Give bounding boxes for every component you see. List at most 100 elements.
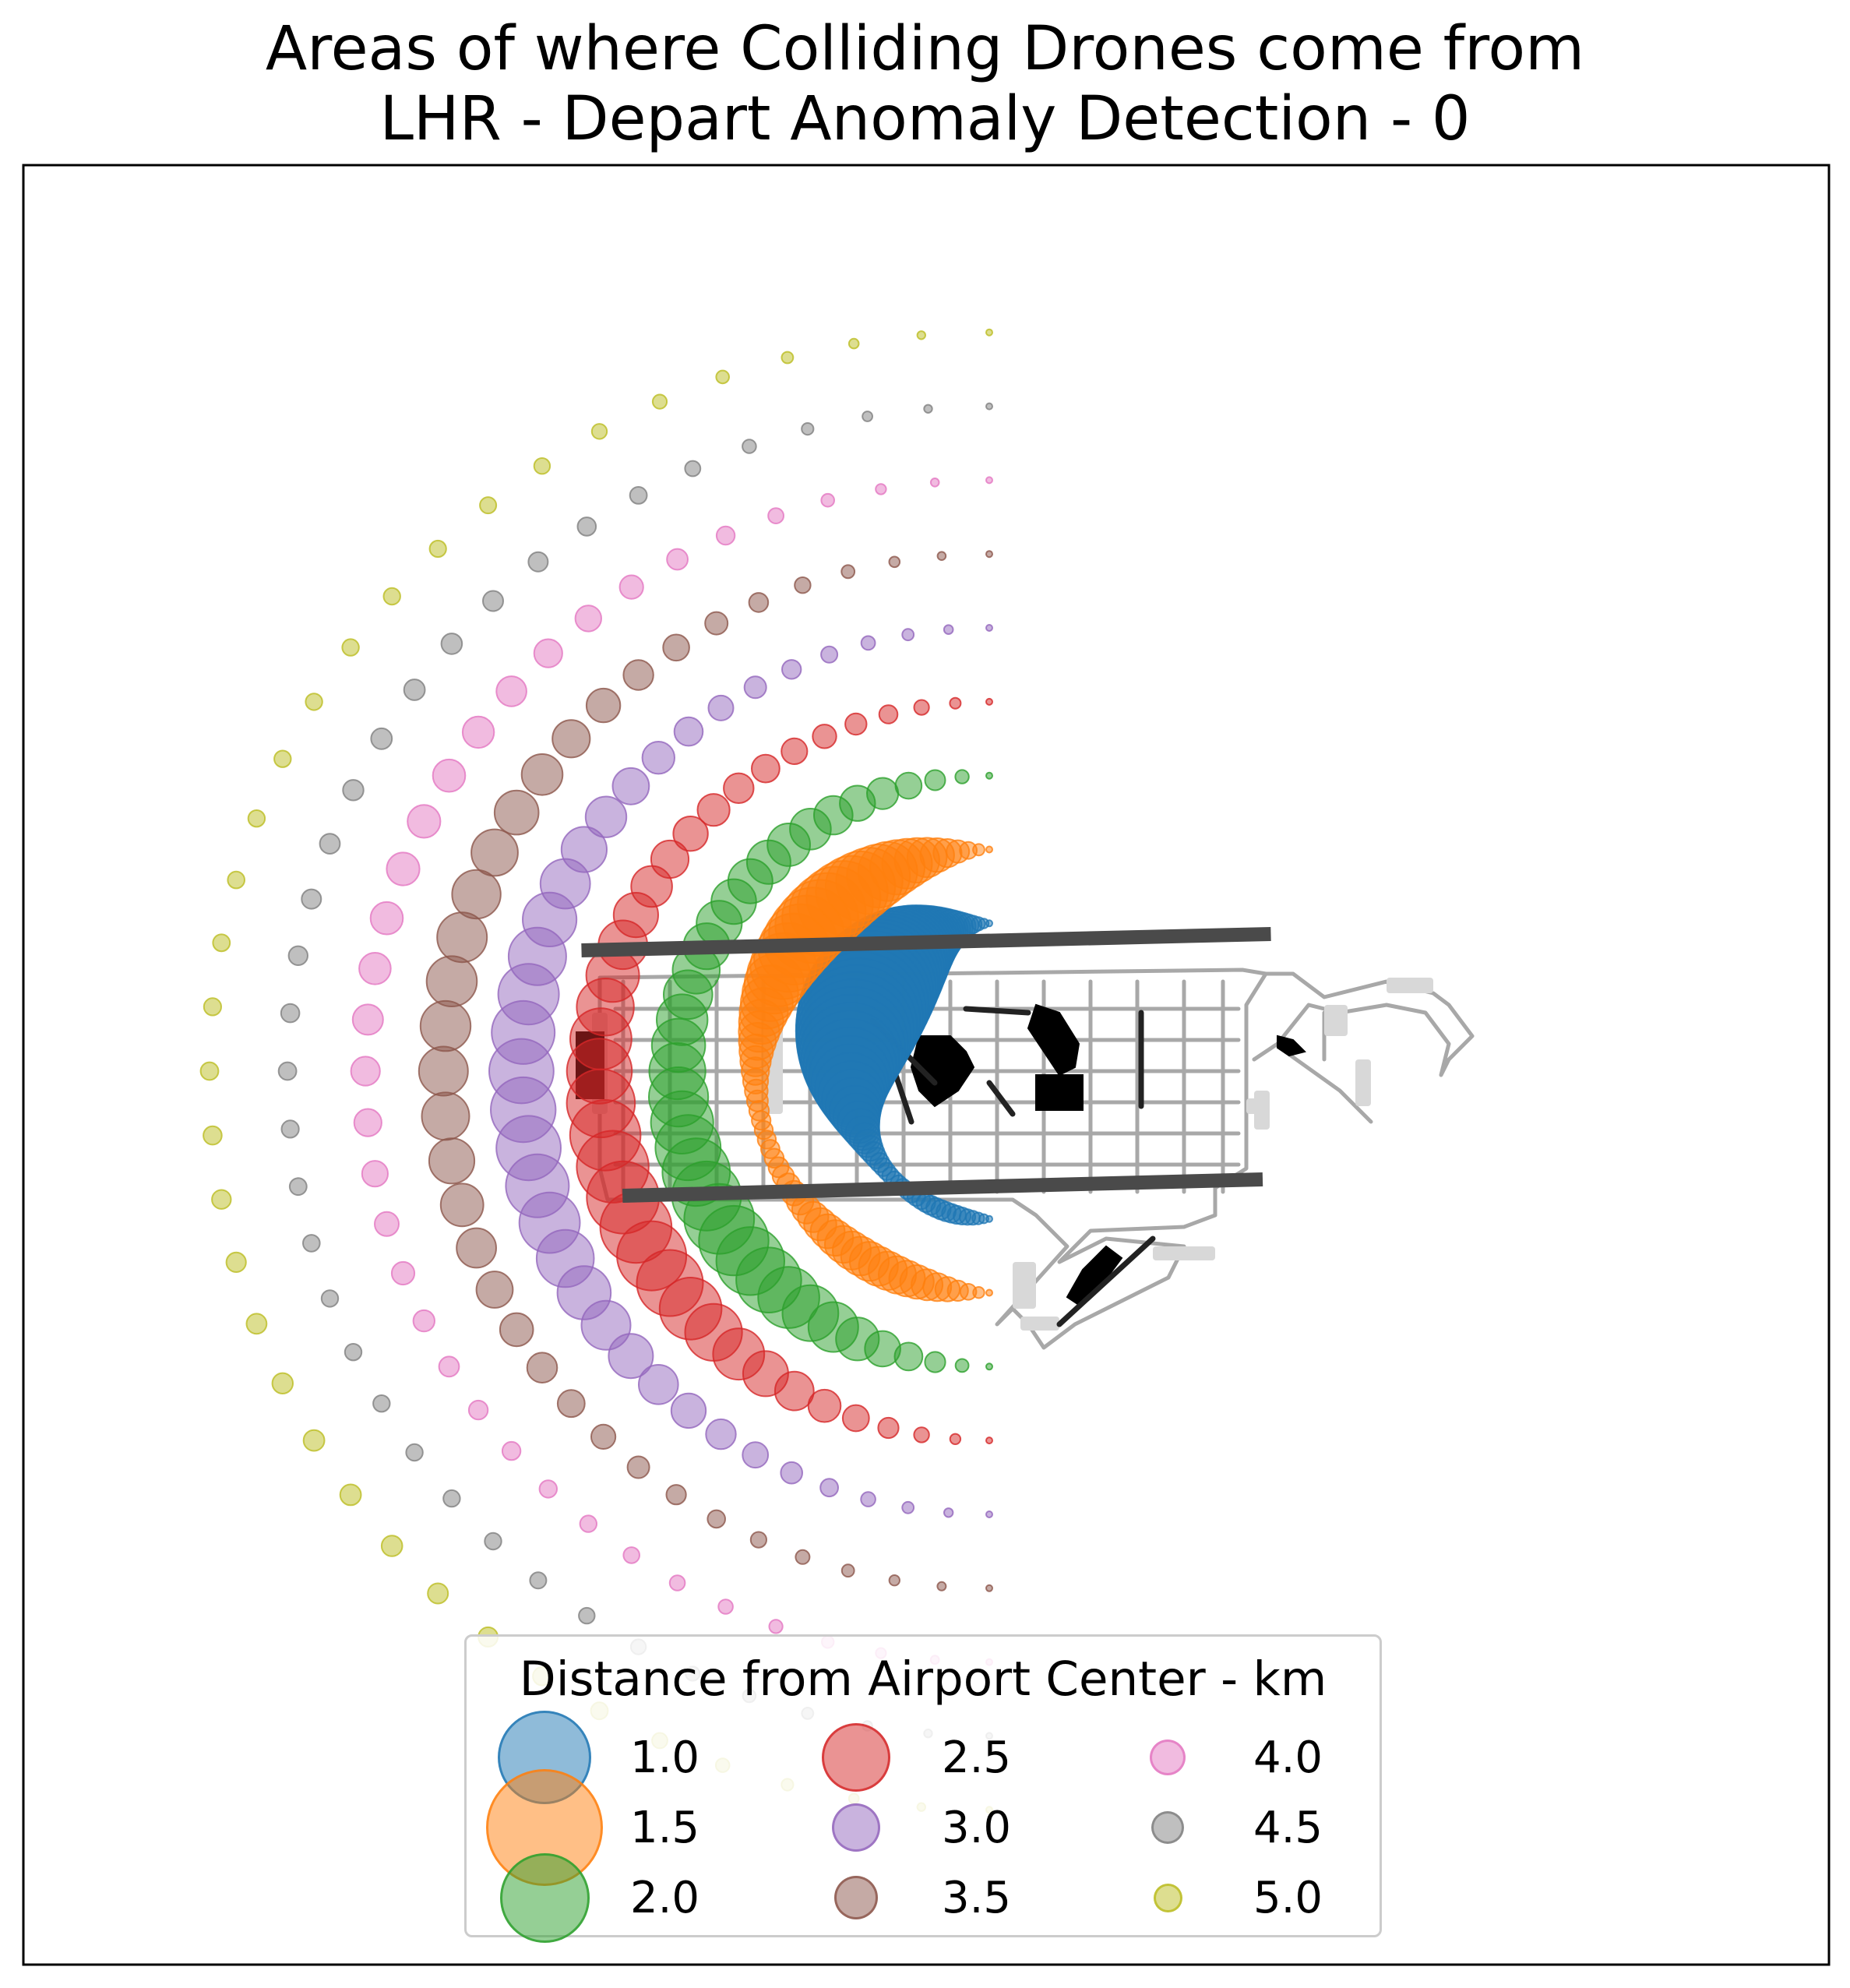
series-1-0 [795,904,993,1226]
drone-point [894,771,923,800]
drone-point [341,638,360,657]
drone-point [380,1535,403,1557]
drone-point [748,592,770,613]
apron-area [1013,1262,1036,1309]
drone-point [801,422,815,436]
drone-point [812,724,837,749]
drone-point [499,1312,534,1348]
runways [581,927,1271,1203]
drone-point [875,483,887,495]
drone-point [247,809,266,828]
drone-point [888,555,901,569]
drone-point [936,551,947,562]
drone-point [361,1160,389,1188]
legend-marker [832,1803,880,1852]
series-1-5 [738,837,993,1302]
drone-point [319,833,341,855]
drone-point [840,564,856,580]
drone-point [529,1571,548,1590]
drone-point [954,1358,970,1373]
drone-point [742,1441,770,1469]
drone-point [840,1563,855,1578]
plot-area-frame [22,164,1831,1966]
drone-point [878,704,899,724]
chart-title-line-1: Areas of where Colliding Drones come fro… [265,14,1585,84]
chart-title-line-2: LHR - Depart Anomaly Detection - 0 [379,84,1471,154]
drone-point [287,945,308,967]
drone-point [742,439,757,454]
drone-point [590,1423,617,1450]
drone-point [723,772,755,804]
drone-point [527,551,549,573]
drone-point [629,486,648,505]
drone-point [493,789,540,836]
drone-point [670,1392,707,1429]
drone-point [407,804,442,839]
drone-point [819,1478,839,1498]
chart-title: Areas of where Colliding Drones come fro… [0,14,1850,154]
drone-point [985,1436,993,1445]
legend-label: 1.0 [630,1732,700,1783]
drone-point [707,1509,727,1529]
drone-point [372,1394,391,1413]
drone-point [795,1549,811,1565]
drone-point [641,741,675,775]
drone-point [382,587,401,606]
runway [622,1172,1263,1203]
terminal-building [1027,1003,1080,1077]
drone-point [302,1234,321,1253]
apron-area [1387,978,1433,993]
legend-entry: 1.5 [486,1769,778,1886]
drone-point [351,1003,384,1036]
drone-point [985,402,993,411]
drone-point [943,1507,954,1518]
drone-point [913,699,930,716]
legend-marker [1153,1883,1182,1912]
runway [581,927,1271,957]
drone-point [820,645,839,664]
legend-label: 3.5 [942,1873,1012,1923]
drone-point [461,715,495,749]
drone-point [520,753,564,796]
drone-point [943,624,954,636]
drone-point [781,737,809,766]
drone-point [418,1045,469,1097]
drone-point [924,1351,946,1373]
legend-entry: 2.0 [498,1852,778,1943]
drone-point [704,611,729,636]
legend-label: 1.5 [630,1803,700,1853]
drone-point [273,749,292,768]
drone-point [590,423,608,440]
terminal-pier [1056,1235,1156,1327]
drone-point [451,869,502,920]
drone-point [538,1479,558,1499]
drone-point [901,1500,915,1514]
drone-point [344,1343,363,1362]
drone-point [551,719,591,759]
drone-point [203,1125,223,1146]
drone-point [847,337,860,350]
drone-point [369,901,404,936]
terminal-building [1035,1074,1084,1111]
drone-point [954,769,970,784]
apron-area [1324,1005,1348,1036]
taxiway-outline [597,968,1268,1350]
drone-point [419,999,472,1052]
drone-point [579,1514,597,1533]
drone-point [985,1584,993,1592]
drone-point [924,769,946,791]
drone-point [916,330,927,340]
drone-point [470,828,519,877]
apron-area [1254,1091,1270,1130]
drone-point [638,1364,679,1405]
drone-point [495,675,527,707]
drone-point [438,1355,460,1378]
drone-point [985,697,993,706]
legend-marker [499,1852,590,1943]
drone-point [358,952,392,985]
drone-point [440,633,463,655]
drone-point [436,911,488,964]
drone-point [526,1352,559,1383]
legend-entry: 5.0 [1121,1863,1401,1933]
